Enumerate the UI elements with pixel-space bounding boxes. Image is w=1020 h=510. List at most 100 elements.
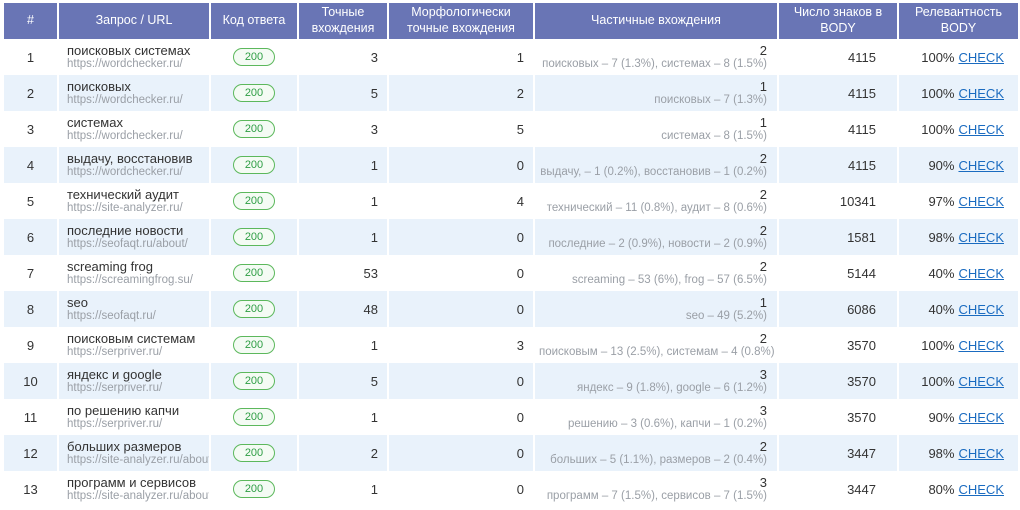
check-link[interactable]: CHECK	[958, 265, 1004, 281]
morph-matches-count: 3	[389, 327, 533, 363]
check-link[interactable]: CHECK	[958, 121, 1004, 137]
table-row: 9 поисковым системам https://serpriver.r…	[4, 327, 1018, 363]
query-url-cell: поисковых https://wordchecker.ru/	[59, 75, 209, 111]
table-row: 2 поисковых https://wordchecker.ru/ 200 …	[4, 75, 1018, 111]
morph-matches-count: 0	[389, 147, 533, 183]
check-link[interactable]: CHECK	[958, 229, 1004, 245]
exact-matches-count: 48	[299, 291, 387, 327]
partial-matches-cell: 2 выдачу, – 1 (0.2%), восстановив – 1 (0…	[535, 147, 777, 183]
partial-matches-count: 1	[759, 295, 767, 310]
response-code-cell: 200	[211, 75, 297, 111]
body-chars-count: 3447	[779, 435, 897, 471]
exact-matches-count: 5	[299, 75, 387, 111]
row-index: 2	[4, 75, 57, 111]
check-link[interactable]: CHECK	[958, 409, 1004, 425]
query-url-cell: системах https://wordchecker.ru/	[59, 111, 209, 147]
query-text: системах	[67, 115, 123, 130]
query-text: screaming frog	[67, 259, 153, 274]
status-code-badge: 200	[232, 372, 276, 390]
exact-matches-count: 3	[299, 111, 387, 147]
query-url-cell: поисковым системам https://serpriver.ru/	[59, 327, 209, 363]
partial-matches-count: 2	[759, 259, 767, 274]
query-url-cell: seo https://seofaqt.ru/	[59, 291, 209, 327]
check-link[interactable]: CHECK	[958, 85, 1004, 101]
relevance-percent: 97%	[928, 193, 955, 209]
body-chars-count: 10341	[779, 183, 897, 219]
response-code-cell: 200	[211, 219, 297, 255]
query-url: https://serpriver.ru/	[67, 418, 163, 430]
status-code-badge: 200	[232, 300, 276, 318]
morph-matches-count: 0	[389, 399, 533, 435]
relevance-percent: 98%	[928, 445, 955, 461]
relevance-percent: 40%	[928, 301, 955, 317]
row-index: 9	[4, 327, 57, 363]
status-code-badge: 200	[232, 228, 276, 246]
col-header-body-relevance: Релевантность BODY	[899, 3, 1018, 39]
status-code-badge: 200	[232, 444, 276, 462]
exact-matches-count: 1	[299, 399, 387, 435]
partial-matches-cell: 2 screaming – 53 (6%), frog – 57 (6.5%)	[535, 255, 777, 291]
query-url: https://serpriver.ru/	[67, 382, 163, 394]
query-url-cell: выдачу, восстановив https://wordchecker.…	[59, 147, 209, 183]
partial-matches-count: 2	[759, 331, 767, 346]
partial-matches-cell: 2 больших – 5 (1.1%), размеров – 2 (0.4%…	[535, 435, 777, 471]
table-row: 4 выдачу, восстановив https://wordchecke…	[4, 147, 1018, 183]
relevance-percent: 98%	[928, 229, 955, 245]
relevance-cell: 97% CHECK	[899, 183, 1018, 219]
relevance-percent: 100%	[921, 337, 955, 353]
query-text: последние новости	[67, 223, 184, 238]
seo-occurrences-table: # Запрос / URL Код ответа Точные вхожден…	[2, 3, 1020, 507]
status-code-badge: 200	[232, 408, 276, 426]
relevance-percent: 100%	[921, 121, 955, 137]
check-link[interactable]: CHECK	[958, 193, 1004, 209]
check-link[interactable]: CHECK	[958, 49, 1004, 65]
check-link[interactable]: CHECK	[958, 157, 1004, 173]
partial-matches-detail: выдачу, – 1 (0.2%), восстановив – 1 (0.2…	[540, 166, 767, 178]
response-code-cell: 200	[211, 183, 297, 219]
body-chars-count: 3570	[779, 399, 897, 435]
query-url: https://seofaqt.ru/	[67, 310, 156, 322]
body-chars-count: 3570	[779, 363, 897, 399]
partial-matches-cell: 3 яндекс – 9 (1.8%), google – 6 (1.2%)	[535, 363, 777, 399]
partial-matches-detail: последние – 2 (0.9%), новости – 2 (0.9%)	[548, 238, 767, 250]
query-url: https://wordchecker.ru/	[67, 58, 183, 70]
partial-matches-count: 2	[759, 223, 767, 238]
query-text: технический аудит	[67, 187, 179, 202]
relevance-percent: 40%	[928, 265, 955, 281]
query-url: https://serpriver.ru/	[67, 346, 163, 358]
response-code-cell: 200	[211, 111, 297, 147]
exact-matches-count: 53	[299, 255, 387, 291]
partial-matches-cell: 3 программ – 7 (1.5%), сервисов – 7 (1.5…	[535, 471, 777, 507]
relevance-cell: 100% CHECK	[899, 39, 1018, 75]
morph-matches-count: 1	[389, 39, 533, 75]
row-index: 4	[4, 147, 57, 183]
partial-matches-cell: 2 поисковых – 7 (1.3%), системах – 8 (1.…	[535, 39, 777, 75]
status-code-badge: 200	[232, 120, 276, 138]
query-url-cell: по решению капчи https://serpriver.ru/	[59, 399, 209, 435]
partial-matches-count: 2	[759, 43, 767, 58]
exact-matches-count: 1	[299, 327, 387, 363]
body-chars-count: 3447	[779, 471, 897, 507]
check-link[interactable]: CHECK	[958, 301, 1004, 317]
relevance-cell: 100% CHECK	[899, 75, 1018, 111]
table-header: # Запрос / URL Код ответа Точные вхожден…	[4, 3, 1018, 39]
check-link[interactable]: CHECK	[958, 337, 1004, 353]
status-code-badge: 200	[232, 336, 276, 354]
query-text: выдачу, восстановив	[67, 151, 193, 166]
partial-matches-count: 1	[759, 115, 767, 130]
query-text: яндекс и google	[67, 367, 162, 382]
status-code-badge: 200	[232, 192, 276, 210]
relevance-cell: 40% CHECK	[899, 291, 1018, 327]
status-code-badge: 200	[232, 480, 276, 498]
check-link[interactable]: CHECK	[958, 373, 1004, 389]
row-index: 1	[4, 39, 57, 75]
query-url-cell: последние новости https://seofaqt.ru/abo…	[59, 219, 209, 255]
table-row: 11 по решению капчи https://serpriver.ru…	[4, 399, 1018, 435]
morph-matches-count: 0	[389, 471, 533, 507]
check-link[interactable]: CHECK	[958, 445, 1004, 461]
table-row: 12 больших размеров https://site-analyze…	[4, 435, 1018, 471]
body-chars-count: 4115	[779, 75, 897, 111]
exact-matches-count: 1	[299, 471, 387, 507]
check-link[interactable]: CHECK	[958, 481, 1004, 497]
status-code-badge: 200	[232, 264, 276, 282]
